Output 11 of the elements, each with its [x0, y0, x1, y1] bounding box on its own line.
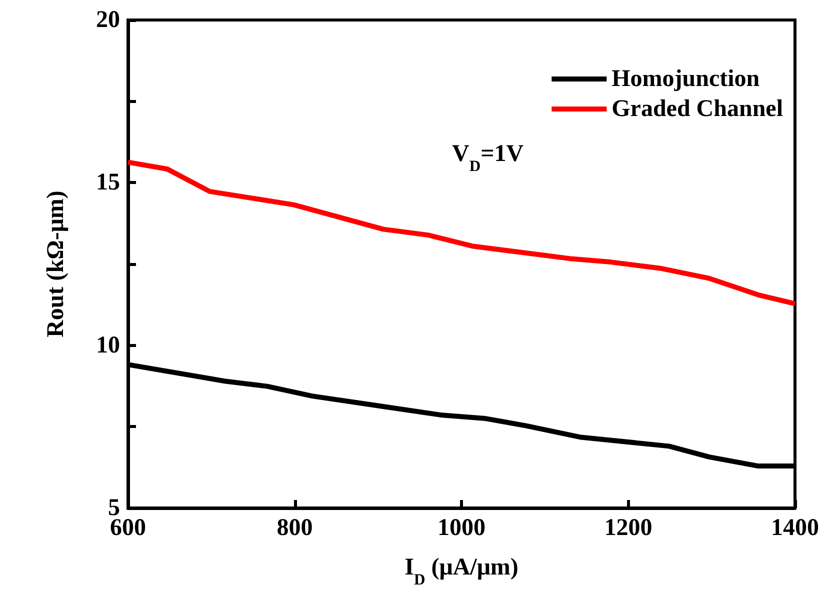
y-axis-title: Rout (kΩ-μm) — [43, 190, 69, 338]
x-tick-label: 1000 — [438, 515, 486, 541]
x-tick-label: 1200 — [604, 515, 652, 541]
legend-label: Homojunction — [612, 66, 760, 92]
x-tick-label: 600 — [110, 515, 146, 541]
x-tick-label: 800 — [276, 515, 313, 541]
y-tick-label: 10 — [96, 332, 120, 358]
y-tick-label: 20 — [96, 7, 120, 33]
x-tick-label: 1400 — [771, 515, 819, 541]
y-tick-label: 15 — [96, 170, 120, 196]
legend-label: Graded Channel — [612, 96, 784, 122]
